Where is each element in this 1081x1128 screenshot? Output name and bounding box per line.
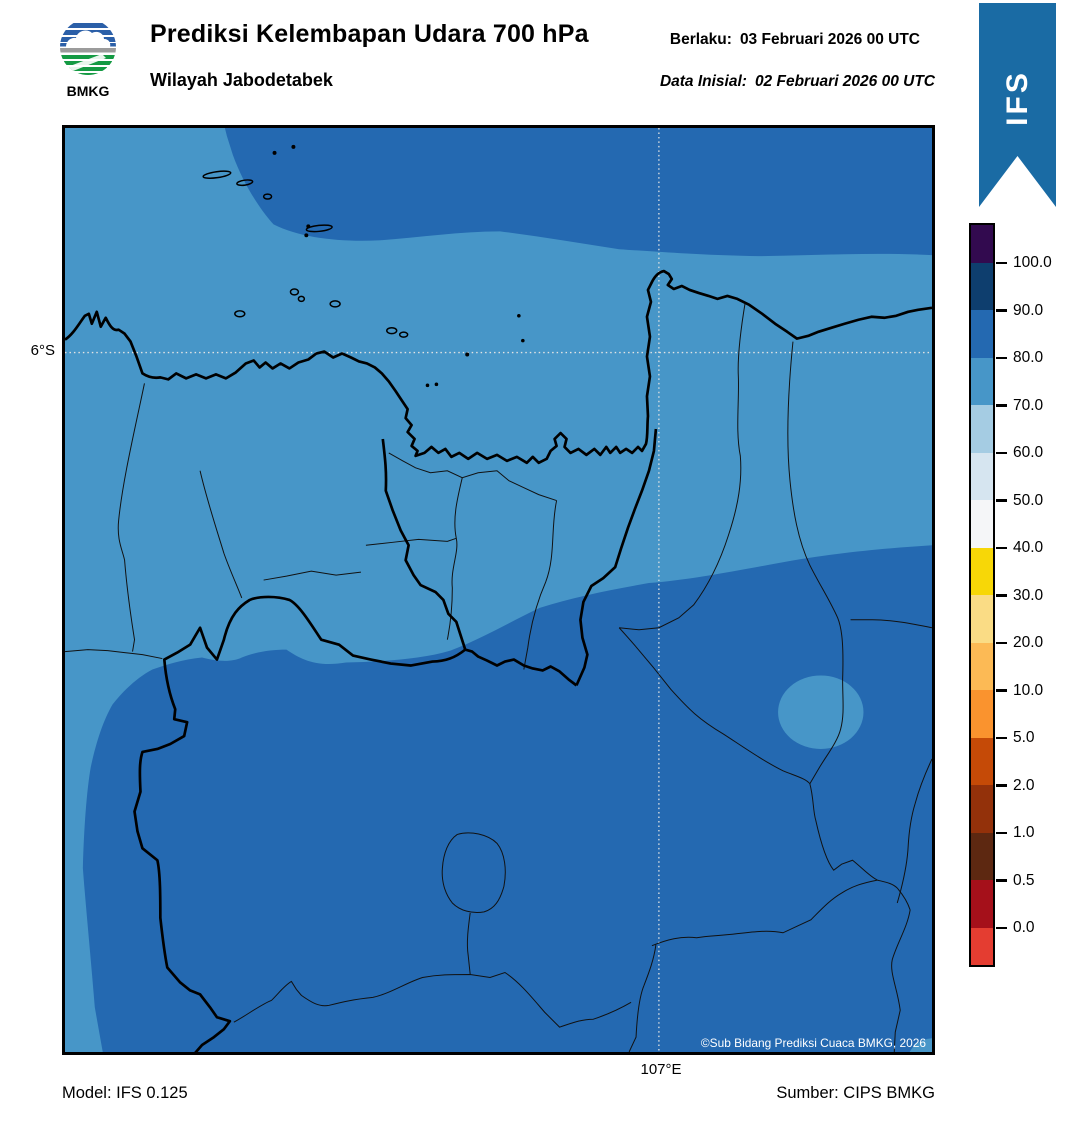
colorbar-tick-label: 2.0 — [1013, 776, 1035, 794]
colorbar-tick — [995, 546, 1007, 550]
model-info: Model: IFS 0.125 — [62, 1084, 188, 1102]
colorbar-segment — [971, 500, 993, 548]
colorbar-segment — [971, 595, 993, 643]
colorbar-tick-label: 30.0 — [1013, 586, 1044, 604]
colorbar-segment — [971, 262, 993, 310]
colorbar-tick — [995, 784, 1007, 787]
coastline — [65, 269, 932, 465]
colorbar-segment — [971, 880, 993, 928]
colorbar-tick-label: 60.0 — [1013, 444, 1044, 461]
logo-horizon — [60, 48, 116, 53]
initial-time: Data Inisial: 02 Februari 2026 00 UTC — [660, 73, 935, 91]
colorbar-tick — [995, 594, 1007, 597]
colorbar-tick — [995, 451, 1007, 455]
logo-zigzag-cut — [62, 54, 106, 73]
colorbar-segment — [971, 642, 993, 690]
colorbar-tick — [995, 831, 1007, 835]
province-boundaries — [133, 428, 658, 1052]
rh-70-80-corner-pocket — [909, 1038, 932, 1052]
y-axis-label: 6°S — [30, 342, 55, 359]
colorbar-tick-label: 100.0 — [1013, 254, 1052, 271]
bmkg-logo-graphic: BMKG — [60, 19, 116, 99]
rh-band-80-90-south — [82, 545, 932, 1052]
colorbar-tick — [995, 736, 1007, 740]
colorbar-tick — [995, 356, 1007, 360]
colorbar-tick — [995, 689, 1007, 692]
x-axis-label: 107°E — [640, 1061, 682, 1078]
logo-cloud — [66, 30, 111, 47]
colorbar-tick-label: 10.0 — [1013, 681, 1044, 699]
colorbar-tick-label: 0.0 — [1013, 919, 1035, 936]
colorbar-tick — [995, 261, 1007, 265]
initial-time-value: 02 Februari 2026 00 UTC — [754, 73, 935, 90]
colorbar-segment — [971, 927, 993, 965]
map-canvas: ©Sub Bidang Prediksi Cuaca BMKG, 2026 — [65, 128, 932, 1052]
colorbar-tick — [995, 926, 1007, 930]
colorbar-tick-label: 20.0 — [1013, 634, 1044, 651]
ribbon-label: IFS — [1001, 70, 1034, 126]
valid-time-label: Berlaku: — [669, 31, 732, 48]
colorbar-tick-label: 1.0 — [1013, 824, 1035, 841]
colorbar-tick — [995, 499, 1007, 502]
colorbar-segment — [971, 405, 993, 453]
colorbar-segment — [971, 547, 993, 595]
bmkg-logo-text: BMKG — [67, 83, 110, 99]
colorbar-segment — [971, 690, 993, 738]
rh-band-80-90-north — [224, 128, 932, 257]
ribbon-shape — [979, 3, 1056, 207]
colorbar-tick-label: 70.0 — [1013, 396, 1044, 414]
colorbar-segment — [971, 357, 993, 405]
colorbar-segment — [971, 832, 993, 880]
valid-time: Berlaku: 03 Februari 2026 00 UTC — [670, 31, 920, 49]
colorbar-segment — [971, 452, 993, 500]
colorbar-tick — [995, 309, 1007, 312]
page-subtitle: Wilayah Jabodetabek — [150, 70, 333, 90]
initial-time-label: Data Inisial: — [659, 73, 747, 90]
colorbar: 100.0 90.0 80.0 70.0 60.0 50.0 40.0 30.0 20.0 10.… — [967, 220, 1081, 967]
colorbar-segments — [969, 223, 995, 967]
valid-time-value: 03 Februari 2026 00 UTC — [739, 31, 920, 48]
source-info: Sumber: CIPS BMKG — [776, 1084, 935, 1102]
colorbar-tick-label: 0.5 — [1013, 871, 1035, 889]
rh-70-80-pocket — [778, 675, 864, 749]
colorbar-segment — [971, 310, 993, 358]
map-copyright: ©Sub Bidang Prediksi Cuaca BMKG, 2026 — [701, 1036, 927, 1050]
colorbar-tick-label: 5.0 — [1013, 729, 1035, 746]
islands — [202, 144, 525, 388]
colorbar-segment — [971, 737, 993, 785]
colorbar-tick — [995, 879, 1007, 882]
colorbar-segment — [971, 225, 993, 263]
colorbar-segment — [971, 785, 993, 833]
colorbar-tick-label: 80.0 — [1013, 349, 1044, 366]
bmkg-logo: BMKG — [56, 16, 120, 100]
colorbar-tick-label: 50.0 — [1013, 491, 1044, 509]
colorbar-tick — [995, 641, 1007, 645]
page-title: Prediksi Kelembapan Udara 700 hPa — [150, 20, 589, 48]
weather-map: ©Sub Bidang Prediksi Cuaca BMKG, 2026 — [62, 125, 935, 1055]
colorbar-tick-label: 40.0 — [1013, 539, 1044, 556]
colorbar-tick-label: 90.0 — [1013, 301, 1044, 319]
colorbar-tick — [995, 404, 1007, 407]
model-ribbon: IFS — [979, 3, 1056, 207]
